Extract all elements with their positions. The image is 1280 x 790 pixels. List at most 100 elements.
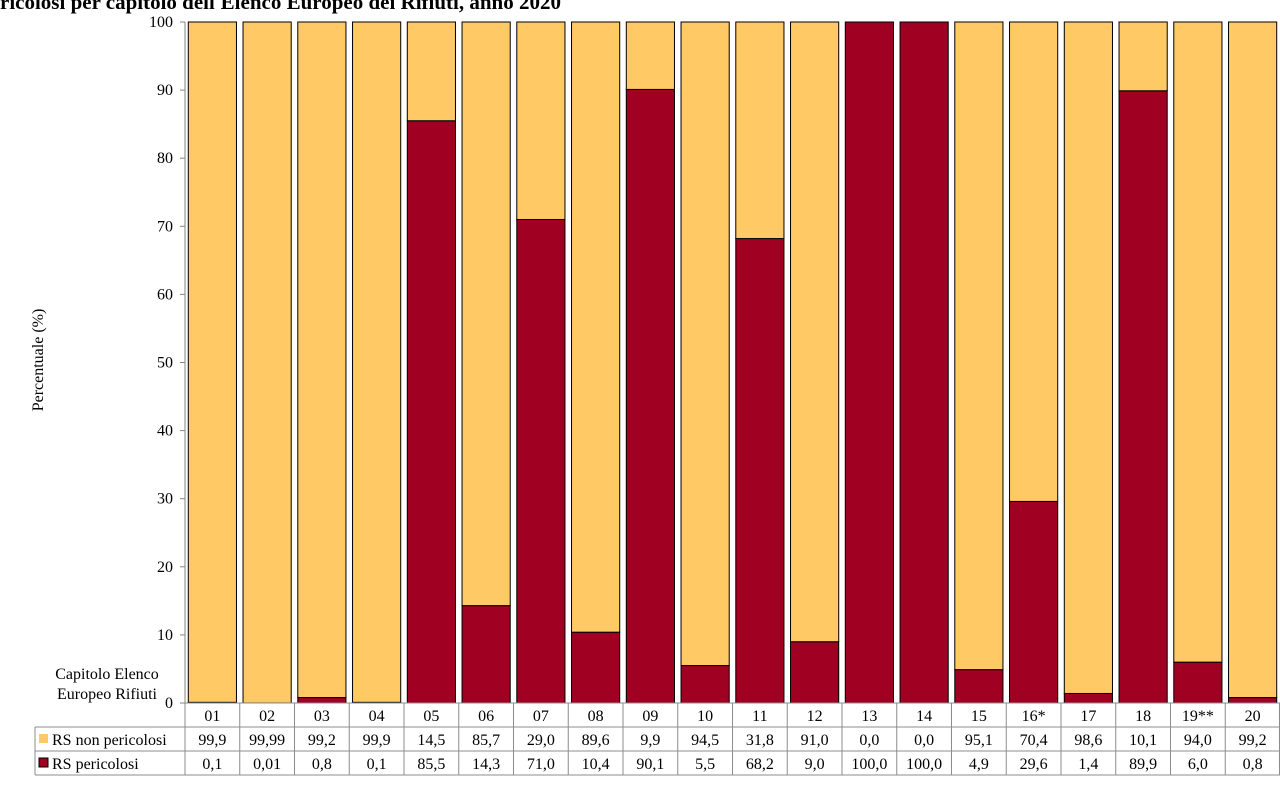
category-label-03: 03 (314, 708, 330, 725)
table-value: 99,9 (363, 732, 391, 749)
table-value: 68,2 (746, 756, 774, 773)
data-table: 01 02 03 04 05 06 07 08 09 10 11 12 13 14 15 16* 17 18 19*… (34, 702, 1280, 776)
category-label-11: 11 (752, 708, 767, 725)
table-value: 89,6 (582, 732, 610, 749)
bar-pericolosi-16* (1009, 500, 1059, 704)
bar-non-pericolosi-09 (625, 21, 675, 90)
table-value: 5,5 (695, 756, 715, 773)
table-value: 85,7 (472, 732, 500, 749)
bar-pericolosi-05 (406, 120, 456, 704)
y-tick-label: 0 (165, 695, 173, 712)
category-label-14: 14 (916, 708, 932, 725)
table-value: 10,1 (1129, 732, 1157, 749)
bar-pericolosi-19** (1173, 661, 1223, 704)
table-value: 91,0 (801, 732, 829, 749)
category-label-15: 15 (971, 708, 987, 725)
category-label-04: 04 (369, 708, 385, 725)
bar-pericolosi-09 (625, 88, 675, 704)
table-value: 0,0 (859, 732, 879, 749)
bar-non-pericolosi-08 (571, 21, 621, 633)
bar-pericolosi-07 (516, 218, 566, 704)
bar-pericolosi-18 (1118, 90, 1168, 704)
bar-area (187, 21, 1278, 704)
table-value: 0,0 (914, 732, 934, 749)
bar-pericolosi-06 (461, 605, 511, 704)
bar-pericolosi-11 (735, 238, 785, 704)
category-label-02: 02 (259, 708, 275, 725)
category-label-06: 06 (478, 708, 494, 725)
bar-pericolosi-15 (954, 669, 1004, 704)
table-value: 1,4 (1078, 756, 1098, 773)
table-value: 99,2 (1239, 732, 1267, 749)
x-axis-label-line1: Capitolo Elenco (55, 666, 159, 683)
chart-title: ricolosi per capitolo dell'Elenco Europe… (0, 0, 561, 14)
bar-non-pericolosi-07 (516, 21, 566, 220)
bar-non-pericolosi-11 (735, 21, 785, 240)
table-value: 9,0 (805, 756, 825, 773)
table-value: 0,8 (1243, 756, 1263, 773)
bar-non-pericolosi-19** (1173, 21, 1223, 663)
category-label-13: 13 (861, 708, 877, 725)
table-value: 9,9 (640, 732, 660, 749)
bar-non-pericolosi-17 (1063, 21, 1113, 694)
bar-pericolosi-13 (844, 21, 894, 704)
category-label-19**: 19** (1182, 708, 1214, 725)
legend-label-pericolosi: RS pericolosi (52, 756, 139, 773)
table-value: 89,9 (1129, 756, 1157, 773)
bar-pericolosi-20 (1228, 697, 1278, 704)
table-value: 31,8 (746, 732, 774, 749)
table-value: 0,01 (253, 756, 281, 773)
table-value: 14,5 (417, 732, 445, 749)
bar-pericolosi-17 (1063, 692, 1113, 704)
table-value: 29,6 (1020, 756, 1048, 773)
table-value: 0,1 (202, 756, 222, 773)
bar-pericolosi-10 (680, 665, 730, 704)
table-value: 100,0 (906, 756, 942, 773)
table-value: 71,0 (527, 756, 555, 773)
y-tick-label: 60 (157, 286, 173, 303)
category-label-01: 01 (204, 708, 220, 725)
table-value: 100,0 (851, 756, 887, 773)
category-label-12: 12 (807, 708, 823, 725)
y-tick-label: 50 (157, 355, 173, 372)
bar-pericolosi-14 (899, 21, 949, 704)
table-value: 4,9 (969, 756, 989, 773)
y-tick-label: 20 (157, 559, 173, 576)
category-label-20: 20 (1245, 708, 1261, 725)
table-value: 94,0 (1184, 732, 1212, 749)
table-value: 85,5 (417, 756, 445, 773)
bar-non-pericolosi-02 (242, 21, 292, 704)
table-value: 99,99 (249, 732, 285, 749)
table-value: 0,1 (367, 756, 387, 773)
y-tick-label: 80 (157, 150, 173, 167)
bar-pericolosi-12 (790, 641, 840, 704)
category-label-18: 18 (1135, 708, 1151, 725)
category-label-08: 08 (588, 708, 604, 725)
bar-non-pericolosi-20 (1228, 21, 1278, 699)
bar-non-pericolosi-15 (954, 21, 1004, 671)
table-value: 6,0 (1188, 756, 1208, 773)
table-value: 98,6 (1074, 732, 1102, 749)
y-tick-label: 40 (157, 423, 173, 440)
y-tick-label: 100 (149, 14, 173, 31)
y-axis-label: Percentuale (%) (30, 309, 47, 412)
x-axis-label-line2: Europeo Rifiuti (57, 686, 158, 703)
category-label-05: 05 (423, 708, 439, 725)
table-value: 94,5 (691, 732, 719, 749)
y-tick-label: 90 (157, 82, 173, 99)
bar-non-pericolosi-16* (1009, 21, 1059, 502)
legend-swatch-pericolosi (38, 757, 49, 768)
category-label-07: 07 (533, 708, 549, 725)
category-label-17: 17 (1080, 708, 1096, 725)
legend-label-non-pericolosi: RS non pericolosi (52, 732, 167, 749)
bar-non-pericolosi-03 (297, 21, 347, 699)
y-tick-label: 70 (157, 218, 173, 235)
bar-non-pericolosi-12 (790, 21, 840, 643)
bar-non-pericolosi-04 (352, 21, 402, 703)
table-value: 10,4 (582, 756, 610, 773)
table-value: 14,3 (472, 756, 500, 773)
table-value: 99,9 (198, 732, 226, 749)
y-axis: 0 10 20 30 40 50 60 70 80 90 100 (149, 14, 186, 712)
bar-pericolosi-08 (571, 631, 621, 704)
